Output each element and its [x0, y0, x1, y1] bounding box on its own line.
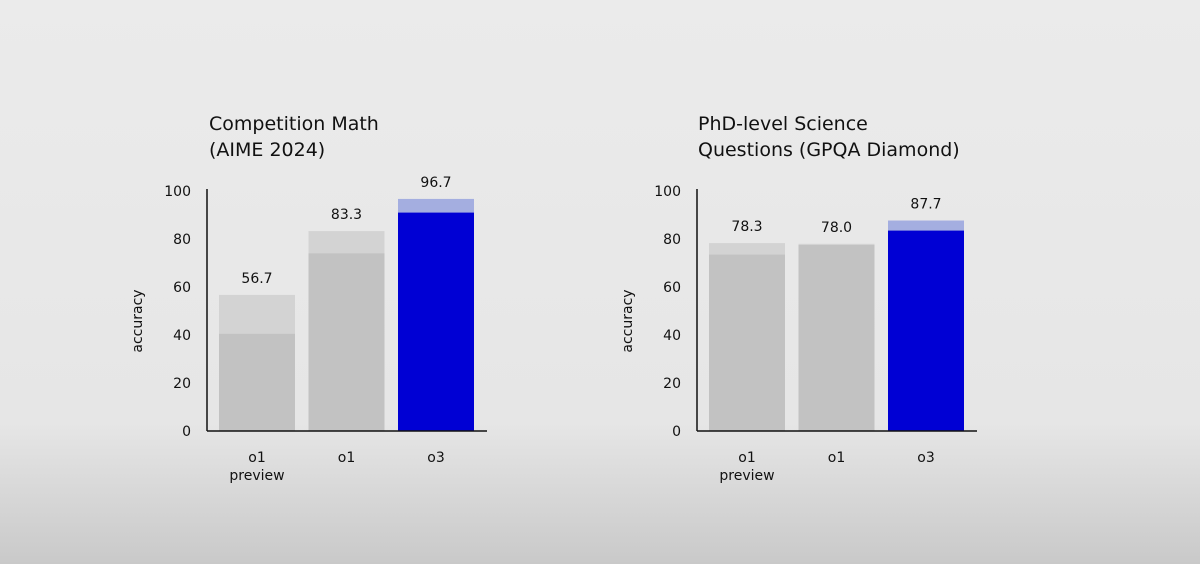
- chart-title-line: Competition Math: [209, 113, 379, 135]
- y-tick-label: 40: [173, 328, 191, 344]
- y-tick-label: 100: [654, 184, 681, 200]
- bar-base: [308, 253, 385, 431]
- y-axis-label: accuracy: [620, 289, 636, 352]
- x-category-label: o1: [338, 450, 355, 466]
- bar-value-label: 78.0: [821, 220, 852, 236]
- bar-value-label: 56.7: [241, 271, 272, 287]
- bar-value-label: 96.7: [420, 175, 451, 191]
- y-tick-label: 20: [663, 376, 681, 392]
- bar-value-label: 87.7: [910, 197, 941, 213]
- y-tick-label: 60: [173, 280, 191, 296]
- x-category-label: o3: [427, 450, 444, 466]
- bar-base: [888, 230, 964, 431]
- bar-base: [798, 245, 875, 431]
- chart-title-line: PhD-level Science: [698, 113, 868, 135]
- bar-base: [709, 254, 785, 431]
- y-tick-label: 100: [164, 184, 191, 200]
- x-category-label: o1: [828, 450, 845, 466]
- chart-title-line: (AIME 2024): [209, 139, 325, 161]
- chart-title-line: Questions (GPQA Diamond): [698, 139, 960, 161]
- x-category-label: o1: [248, 450, 265, 466]
- y-tick-label: 80: [663, 232, 681, 248]
- y-tick-label: 80: [173, 232, 191, 248]
- bar-base: [398, 212, 474, 431]
- gpqa-diamond-chart: PhD-level Science Questions (GPQA Diamond…: [620, 113, 977, 484]
- x-category-label: o3: [917, 450, 934, 466]
- x-category-label: o1: [738, 450, 755, 466]
- bar-base: [219, 333, 295, 431]
- x-category-label: preview: [719, 468, 774, 484]
- bar-value-label: 83.3: [331, 207, 362, 223]
- competition-math-chart: Competition Math (AIME 2024) accuracy 0 20 40…: [130, 113, 487, 484]
- y-tick-label: 60: [663, 280, 681, 296]
- x-category-label: preview: [229, 468, 284, 484]
- y-tick-label: 0: [182, 424, 191, 440]
- y-tick-label: 40: [663, 328, 681, 344]
- y-tick-label: 0: [672, 424, 681, 440]
- y-tick-label: 20: [173, 376, 191, 392]
- y-axis-label: accuracy: [130, 289, 146, 352]
- bar-value-label: 78.3: [731, 219, 762, 235]
